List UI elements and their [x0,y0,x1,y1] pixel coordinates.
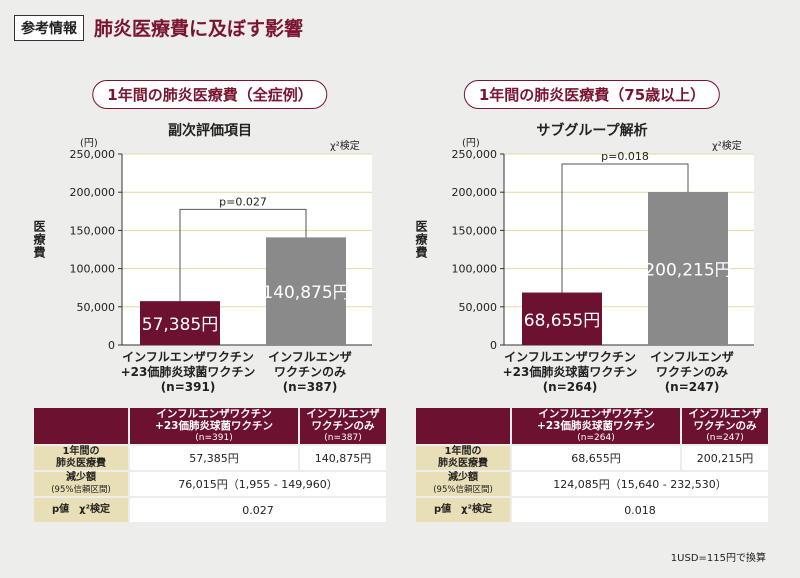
page-title: 肺炎医療費に及ぼす影響 [94,18,304,40]
table-corner [34,408,128,444]
y-tick-label: 50,000 [77,301,116,314]
row-label-cost: 1年間の 肺炎医療費 [416,446,510,470]
chart-subtitle: 副次評価項目 [168,123,252,139]
y-tick-label: 250,000 [452,148,498,161]
y-tick-label: 150,000 [70,224,116,237]
test-label: χ²検定 [712,141,742,152]
y-tick-label: 0 [490,339,497,352]
bar [522,292,602,345]
cell-cost-flu-only: 140,875円 [300,446,386,470]
row-label-reduction: 減少額 (95%信頼区間) [34,472,128,496]
test-label: χ²検定 [330,141,360,152]
row-label-reduction: 減少額 (95%信頼区間) [416,472,510,496]
p-value-annotation: p=0.027 [219,195,267,208]
table-header-combined: インフルエンザワクチン +23価肺炎球菌ワクチン (n=264) [512,408,680,444]
header: 参考情報 肺炎医療費に及ぼす影響 [14,14,303,41]
y-axis-label: 医療費 [32,220,46,259]
bar [140,301,220,345]
table-header-flu-only: インフルエンザ ワクチンのみ (n=247) [682,408,768,444]
cell-reduction: 76,015円（1,955 - 149,960） [130,472,386,496]
cell-pvalue: 0.027 [130,498,386,522]
cell-cost-flu-only: 200,215円 [682,446,768,470]
bar [648,192,728,345]
category-label-2: インフルエンザ ワクチンのみ (n=247) [650,350,734,394]
bar-value-label: 57,385円 [142,315,218,335]
y-tick-label: 200,000 [452,186,498,199]
panel-all-cases: 1年間の肺炎医療費（全症例） 副次評価項目 (円) χ²検定 医療費 0 50,0… [30,80,390,535]
cell-cost-combined: 57,385円 [130,446,298,470]
cell-reduction: 124,085円（15,640 - 232,530） [512,472,768,496]
y-tick-label: 50,000 [459,301,498,314]
chart-subtitle: サブグループ解析 [536,123,648,139]
y-tick-label: 250,000 [70,148,116,161]
bar [266,237,346,345]
bar-value-label: 200,215円 [644,261,731,281]
table-header-combined: インフルエンザワクチン +23価肺炎球菌ワクチン (n=391) [130,408,298,444]
category-label-1: インフルエンザワクチン +23価肺炎球菌ワクチン (n=391) [120,350,256,394]
y-unit-label: (円) [80,138,98,149]
cell-cost-combined: 68,655円 [512,446,680,470]
panel-pill-title: 1年間の肺炎医療費（全症例） [92,80,328,109]
bar-chart: 0 50,000 100,000 150,000 200,000 250,000 57,38… [70,148,372,352]
row-label-pvalue: p値 χ²検定 [34,498,128,522]
category-label-2: インフルエンザ ワクチンのみ (n=387) [268,350,352,394]
significance-bracket [561,163,689,293]
y-axis-label: 医療費 [414,220,428,259]
y-tick-label: 200,000 [70,186,116,199]
table-header-flu-only: インフルエンザ ワクチンのみ (n=387) [300,408,386,444]
y-tick-label: 0 [108,339,115,352]
bar-value-label: 140,875円 [262,283,349,303]
y-unit-label: (円) [462,138,480,149]
row-label-cost: 1年間の 肺炎医療費 [34,446,128,470]
currency-footnote: 1USD=115円で換算 [670,553,766,564]
panel-pill-title: 1年間の肺炎医療費（75歳以上） [463,80,721,109]
panel-75-plus: 1年間の肺炎医療費（75歳以上） サブグループ解析 (円) χ²検定 医療費 0… [412,80,772,535]
reference-badge: 参考情報 [14,14,84,41]
bar-value-label: 68,655円 [524,311,600,331]
cell-pvalue: 0.018 [512,498,768,522]
y-tick-label: 100,000 [70,263,116,276]
summary-table: インフルエンザワクチン +23価肺炎球菌ワクチン (n=391) インフルエンザ ワク… [32,406,388,524]
table-corner [416,408,510,444]
summary-table: インフルエンザワクチン +23価肺炎球菌ワクチン (n=264) インフルエンザ ワク… [414,406,770,524]
p-value-annotation: p=0.018 [601,150,649,163]
bar-chart: 0 50,000 100,000 150,000 200,000 250,000 68,65… [452,148,754,352]
y-tick-label: 100,000 [452,263,498,276]
row-label-pvalue: p値 χ²検定 [416,498,510,522]
category-label-1: インフルエンザワクチン +23価肺炎球菌ワクチン (n=264) [502,350,638,394]
significance-bracket [179,208,307,302]
y-tick-label: 150,000 [452,224,498,237]
